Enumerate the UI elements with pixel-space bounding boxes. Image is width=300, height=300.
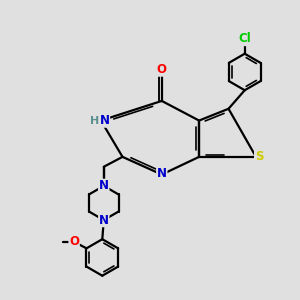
Text: O: O: [69, 236, 79, 248]
Text: N: N: [157, 167, 167, 180]
Text: N: N: [99, 214, 109, 226]
Text: N: N: [99, 179, 109, 192]
Text: S: S: [255, 150, 263, 164]
Text: H: H: [90, 116, 99, 126]
Text: O: O: [157, 63, 167, 76]
Text: N: N: [100, 114, 110, 127]
Text: Cl: Cl: [238, 32, 251, 46]
